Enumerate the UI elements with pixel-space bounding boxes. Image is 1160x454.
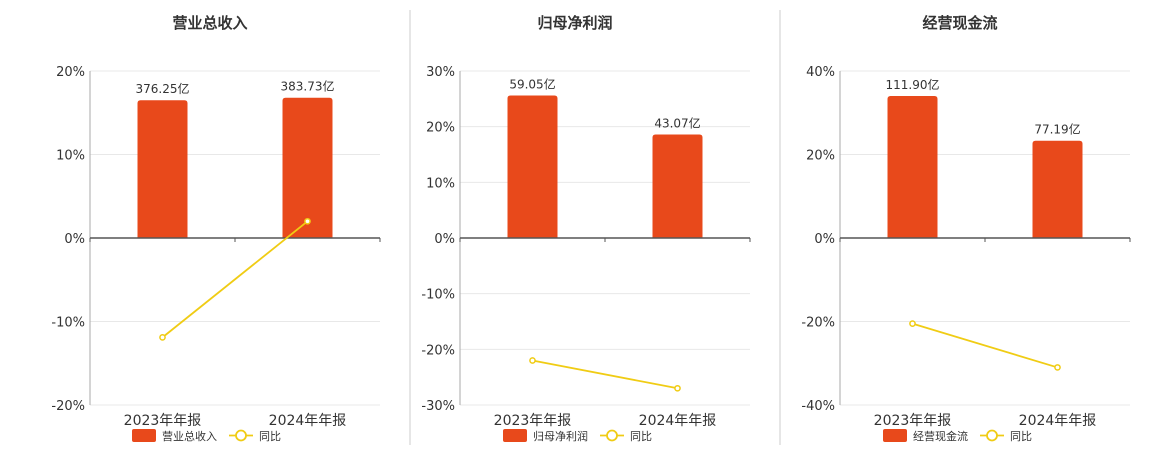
bar — [887, 96, 938, 238]
bar — [282, 97, 333, 238]
legend-line-marker — [235, 429, 247, 442]
yoy-line — [912, 322, 1058, 369]
y-tick-label: -20% — [51, 399, 85, 414]
x-category-label: 2023年年报 — [494, 413, 572, 429]
y-tick-label: 0% — [64, 232, 85, 247]
bar-value-label: 376.25亿 — [136, 81, 190, 96]
yoy-point — [304, 217, 311, 225]
bar — [1032, 140, 1083, 238]
bar — [507, 95, 558, 238]
chart-title: 营业总收入 — [172, 14, 247, 32]
y-tick-label: -10% — [51, 316, 85, 331]
y-tick-label: 40% — [806, 65, 835, 80]
yoy-point — [909, 320, 916, 327]
y-tick-label: 0% — [814, 232, 835, 247]
yoy-line — [161, 220, 309, 339]
chart-title: 经营现金流 — [922, 14, 997, 32]
y-tick-label: 20% — [56, 65, 85, 80]
legend-line-marker — [606, 429, 618, 442]
legend-bar-label: 经营现金流 — [913, 429, 968, 443]
yoy-point — [529, 357, 536, 364]
x-category-label: 2024年年报 — [1019, 413, 1097, 429]
bar-value-label: 59.05亿 — [509, 76, 555, 91]
bar-value-label: 43.07亿 — [654, 115, 700, 130]
bar — [137, 100, 188, 238]
y-tick-label: -40% — [801, 399, 835, 414]
bar-value-label: 383.73亿 — [281, 79, 335, 94]
legend-line-label: 同比 — [259, 430, 281, 443]
x-category-label: 2024年年报 — [639, 413, 717, 429]
y-tick-label: -10% — [421, 288, 455, 303]
x-category-label: 2023年年报 — [874, 413, 952, 429]
y-tick-label: -20% — [421, 343, 455, 358]
bar — [652, 134, 703, 238]
y-tick-label: 20% — [806, 149, 835, 164]
y-tick-label: 20% — [426, 121, 455, 136]
yoy-point — [1054, 364, 1061, 371]
y-tick-label: -20% — [801, 316, 835, 331]
chart-title: 归母净利润 — [537, 14, 612, 32]
legend-bar-label: 归母净利润 — [533, 429, 588, 443]
y-tick-label: 10% — [56, 149, 85, 164]
y-tick-label: 0% — [434, 232, 455, 247]
legend-bar-label: 营业总收入 — [162, 429, 217, 443]
x-category-label: 2024年年报 — [269, 413, 347, 429]
legend-bar-swatch — [503, 429, 527, 442]
yoy-point — [674, 384, 681, 392]
y-tick-label: 30% — [426, 65, 455, 80]
legend-line-marker — [986, 429, 998, 442]
yoy-point — [159, 334, 166, 341]
x-category-label: 2023年年报 — [124, 413, 202, 429]
legend-line-label: 同比 — [1010, 430, 1032, 443]
yoy-line — [532, 359, 678, 390]
y-tick-label: -30% — [421, 399, 455, 414]
bar-value-label: 77.19亿 — [1034, 122, 1080, 137]
legend-line-label: 同比 — [630, 430, 652, 443]
legend-bar-swatch — [132, 429, 156, 442]
bar-value-label: 111.90亿 — [886, 77, 940, 92]
legend-bar-swatch — [883, 429, 907, 442]
y-tick-label: 10% — [426, 176, 455, 191]
